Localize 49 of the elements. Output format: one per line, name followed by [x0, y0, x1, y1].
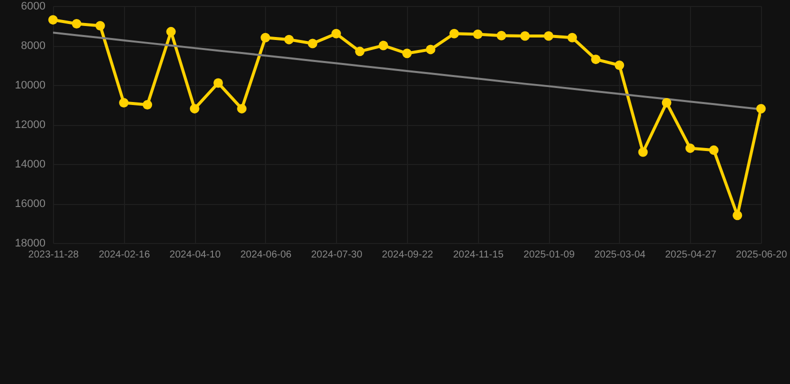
x-tick-label: 2024-07-30 [311, 250, 363, 260]
point [190, 104, 200, 114]
point [662, 98, 672, 108]
point [638, 147, 648, 157]
x-tick-label: 2025-06-20 [736, 250, 788, 260]
point [402, 48, 412, 58]
point [237, 104, 247, 114]
y-tick-label: 10000 [14, 80, 46, 92]
y-tick-label: 12000 [14, 119, 46, 131]
x-tick-label: 2025-01-09 [524, 250, 576, 260]
x-tick-label: 2024-06-06 [240, 250, 292, 260]
point [496, 30, 506, 40]
point [709, 145, 719, 155]
x-tick-label: 2024-09-22 [382, 250, 434, 260]
point [614, 60, 624, 70]
point [544, 31, 554, 41]
point [72, 19, 82, 29]
point [567, 32, 577, 42]
y-tick-label: 18000 [14, 238, 46, 250]
point [260, 32, 270, 42]
x-tick-label: 2024-11-15 [453, 250, 504, 260]
point [732, 210, 742, 220]
point [449, 28, 459, 38]
x-tick-label: 2025-03-04 [594, 250, 646, 260]
point [331, 28, 341, 38]
point [756, 104, 766, 114]
x-tick-label: 2024-04-10 [170, 250, 222, 260]
y-tick-label: 6000 [21, 0, 46, 12]
point [284, 34, 294, 44]
x-tick-label: 2024-02-16 [98, 250, 150, 260]
point [378, 40, 388, 50]
point [426, 44, 436, 54]
y-tick-label: 14000 [14, 158, 46, 170]
point [685, 143, 695, 153]
point [591, 54, 601, 64]
point [95, 21, 105, 30]
point [142, 100, 152, 110]
point [355, 46, 365, 56]
point [213, 78, 223, 88]
point [166, 26, 176, 36]
x-tick-label: 2025-04-27 [665, 250, 717, 260]
x-tick-label: 2023-11-28 [28, 250, 80, 260]
point [119, 98, 129, 108]
y-tick-label: 8000 [21, 40, 46, 52]
point [48, 15, 58, 25]
point [520, 31, 530, 41]
point [473, 30, 483, 39]
y-tick-label: 16000 [14, 198, 46, 210]
point [308, 38, 318, 48]
